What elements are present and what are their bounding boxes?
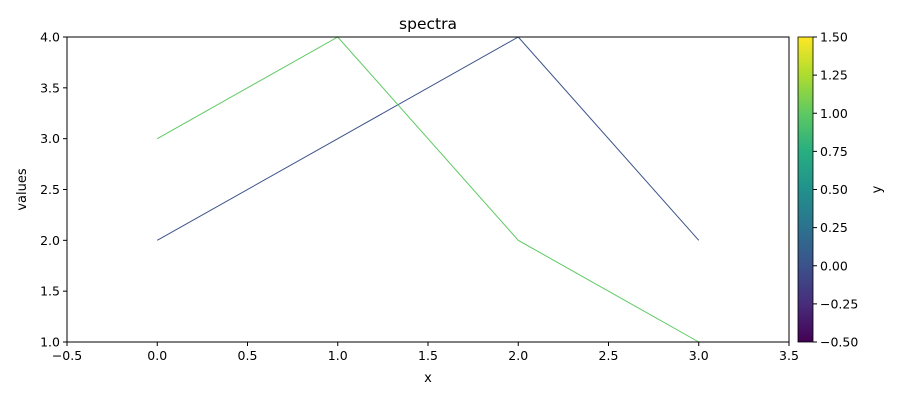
x-axis-label: x <box>424 371 432 386</box>
chart-title: spectra <box>399 15 457 33</box>
y-axis-label: values <box>15 168 30 211</box>
colorbar-tick-label: 0.75 <box>820 144 848 159</box>
colorbar-tick-label: 1.25 <box>820 68 848 83</box>
x-tick-label: −0.5 <box>52 348 82 363</box>
x-tick-label: 2.5 <box>599 348 619 363</box>
colorbar-tick-label: 1.50 <box>820 30 848 45</box>
x-tick-label: 2.0 <box>508 348 528 363</box>
x-tick-label: 3.0 <box>689 348 709 363</box>
y-tick-label: 1.5 <box>40 284 60 299</box>
colorbar-tick-label: 0.50 <box>820 182 848 197</box>
colorbar <box>797 36 814 343</box>
series-line-1 <box>157 36 699 343</box>
plot-frame <box>66 36 790 343</box>
y-tick-label: 2.5 <box>40 182 60 197</box>
series-layer <box>157 36 700 343</box>
y-axis-ticks: 1.0 1.5 2.0 2.5 3.0 3.5 4.0 <box>40 30 67 350</box>
colorbar-label: y <box>870 185 885 193</box>
colorbar-tick-label: −0.25 <box>820 296 858 311</box>
colorbar-tick-label: 0.25 <box>820 220 848 235</box>
y-tick-label: 2.0 <box>40 233 60 248</box>
series-line-0 <box>157 36 700 241</box>
colorbar-tick-label: −0.50 <box>820 335 858 350</box>
x-axis-ticks: −0.5 0.0 0.5 1.0 1.5 2.0 2.5 3.0 3.5 <box>52 342 799 363</box>
x-tick-label: 3.5 <box>779 348 799 363</box>
y-tick-label: 3.0 <box>40 131 60 146</box>
colorbar-tick-label: 0.00 <box>820 258 848 273</box>
colorbar-ticks: −0.50 −0.25 0.00 0.25 0.50 0.75 1.00 1.25 1.50 <box>813 30 858 350</box>
y-tick-label: 1.0 <box>40 335 60 350</box>
x-tick-label: 0.0 <box>147 348 167 363</box>
y-tick-label: 3.5 <box>40 80 60 95</box>
y-tick-label: 4.0 <box>40 30 60 45</box>
x-tick-label: 0.5 <box>238 348 258 363</box>
colorbar-tick-label: 1.00 <box>820 106 848 121</box>
x-tick-label: 1.5 <box>418 348 438 363</box>
x-tick-label: 1.0 <box>328 348 348 363</box>
